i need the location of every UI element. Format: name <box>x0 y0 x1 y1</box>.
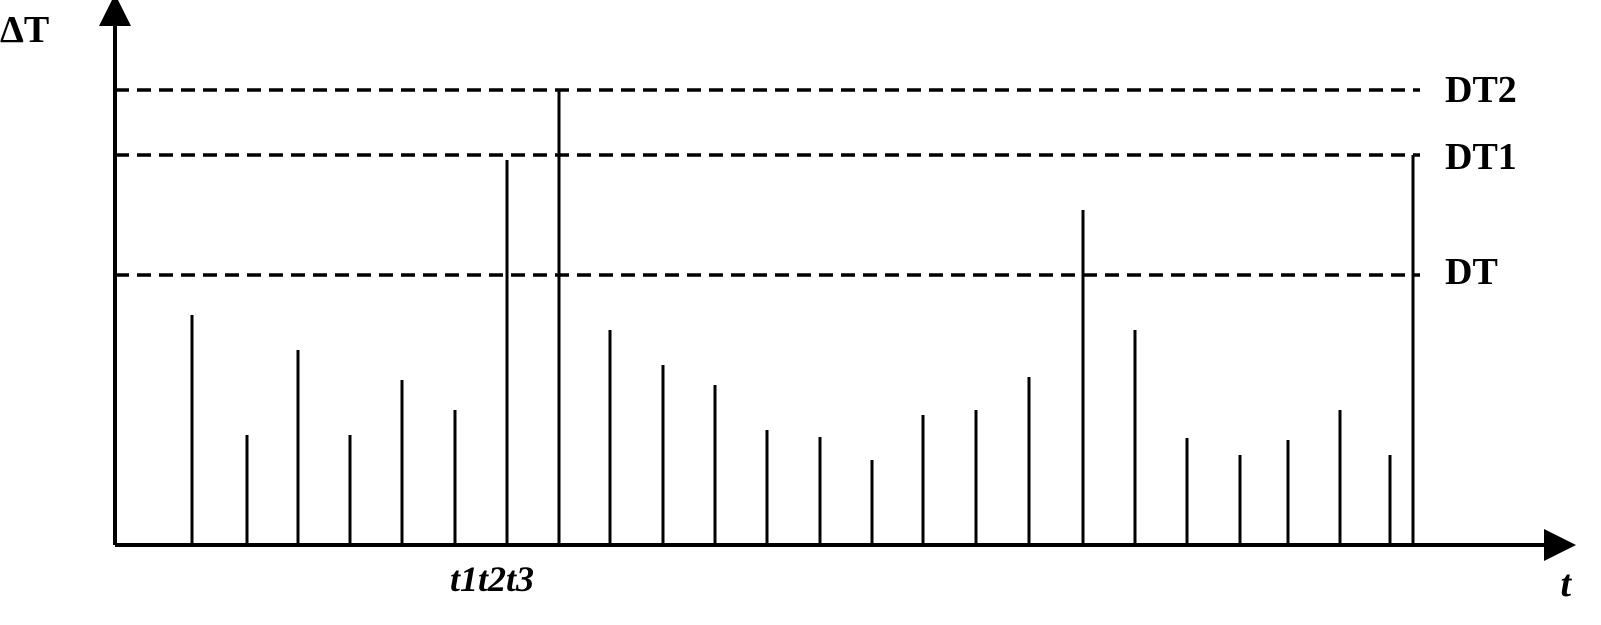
threshold-label-dt: DT <box>1445 250 1498 294</box>
axes <box>115 10 1560 545</box>
thresholds <box>115 90 1420 275</box>
delta-t-chart: ΔT t t1t2t3 DT2 DT1 DT <box>0 0 1601 625</box>
threshold-label-dt1: DT1 <box>1445 135 1517 179</box>
bars <box>192 90 1413 545</box>
chart-svg <box>0 0 1601 625</box>
threshold-label-dt2: DT2 <box>1445 68 1517 112</box>
y-axis-label: ΔT <box>0 8 49 52</box>
x-axis-label: t <box>1560 562 1571 606</box>
x-tick-label: t1t2t3 <box>450 558 534 600</box>
